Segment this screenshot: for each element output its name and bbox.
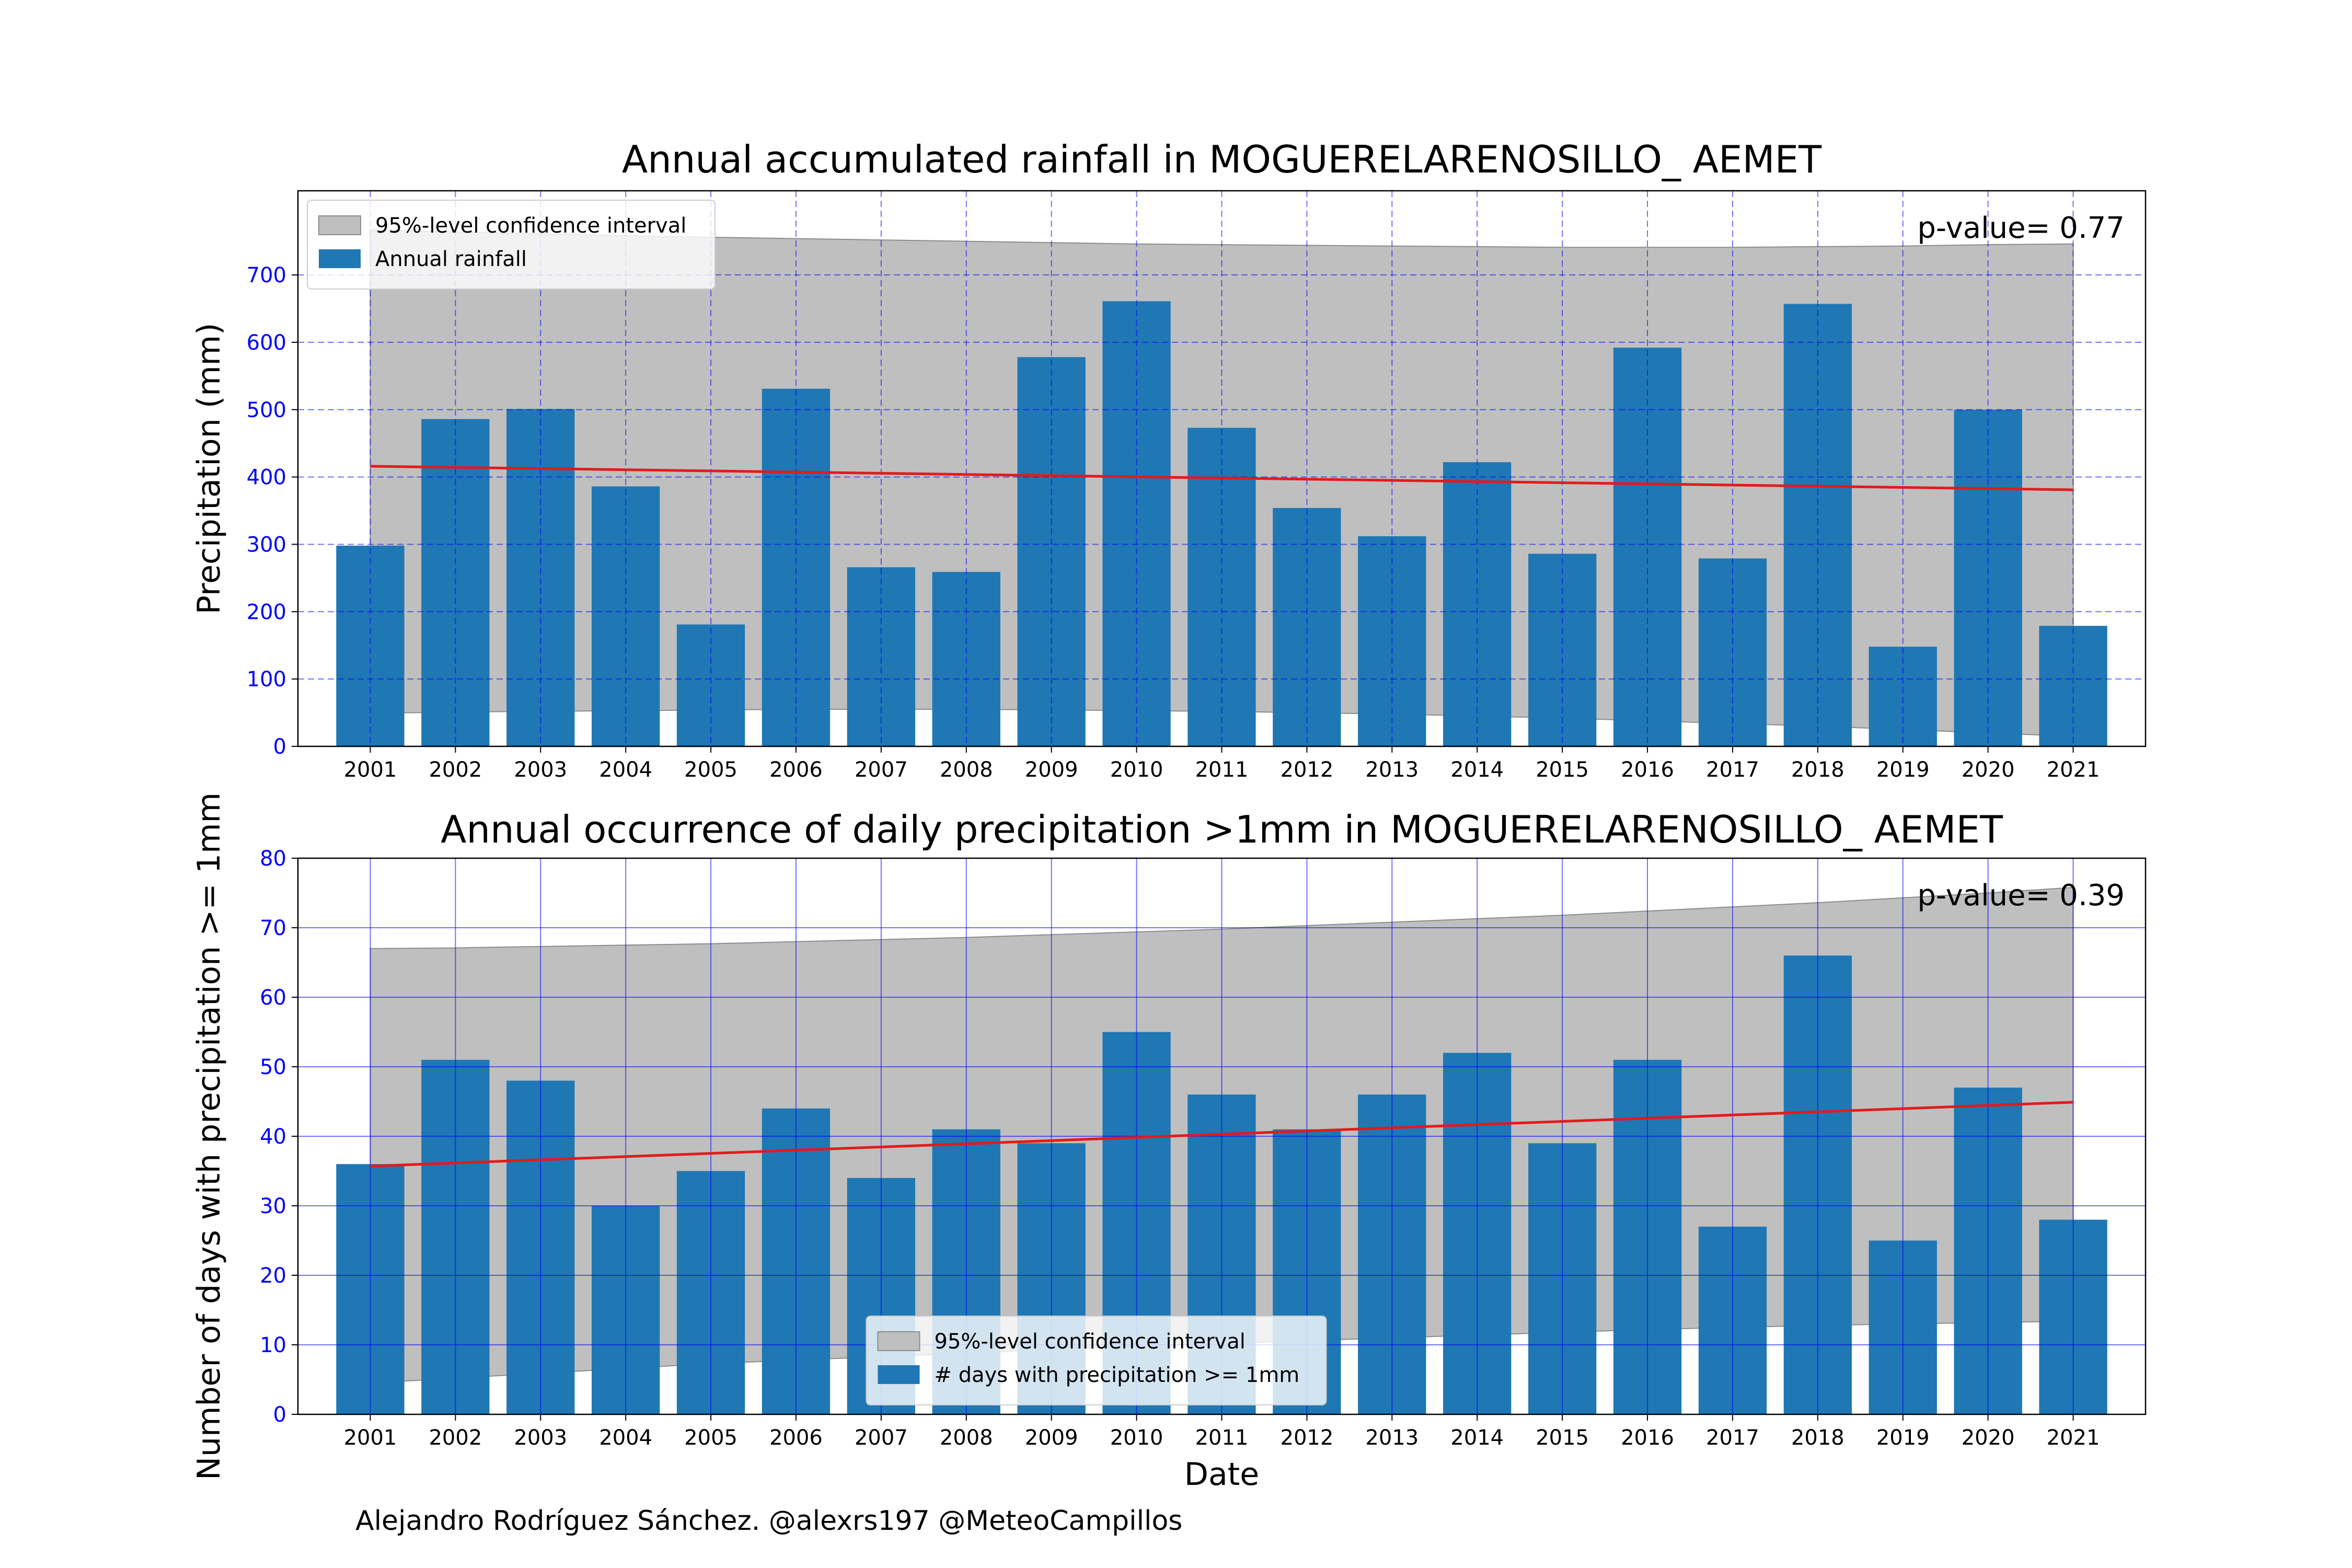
x-tick-label: 2015 (1536, 758, 1589, 782)
y-tick-label: 60 (260, 986, 286, 1010)
x-tick-label: 2009 (1025, 758, 1078, 782)
trend-line (370, 465, 2073, 491)
legend-swatch-ci (877, 1331, 920, 1351)
chart-title: Annual occurrence of daily precipitation… (441, 808, 2003, 851)
x-tick-label: 2002 (429, 1426, 482, 1450)
y-tick-label: 700 (247, 263, 286, 287)
x-tick-label: 2018 (1791, 758, 1844, 782)
x-tick-label: 2005 (684, 758, 737, 782)
y-tick-label: 40 (260, 1125, 286, 1149)
x-tick-label: 2017 (1706, 1426, 1759, 1450)
y-tick-label: 0 (273, 735, 286, 759)
legend-label-ci: 95%-level confidence interval (935, 1330, 1246, 1354)
legend-box (866, 1316, 1327, 1405)
x-tick-label: 2012 (1281, 758, 1334, 782)
legend: 95%-level confidence interval Annual rain… (307, 200, 716, 290)
x-tick-label: 2021 (2047, 758, 2100, 782)
x-tick-label: 2003 (514, 758, 567, 782)
p-value-annotation: p-value= 0.39 (1917, 879, 2125, 913)
y-tick-label: 100 (247, 667, 286, 691)
y-tick-label: 20 (260, 1264, 286, 1288)
legend: 95%-level confidence interval # days with… (866, 1316, 1327, 1405)
y-axis-label: Precipitation (mm) (191, 323, 227, 615)
y-tick-label: 30 (260, 1194, 286, 1218)
x-tick-label: 2019 (1876, 1426, 1930, 1450)
x-tick-label: 2016 (1621, 758, 1674, 782)
x-tick-label: 2010 (1110, 1426, 1163, 1450)
x-tick-label: 2018 (1791, 1426, 1844, 1450)
x-tick-label: 2005 (684, 1426, 737, 1450)
y-tick-label: 600 (247, 331, 286, 355)
x-tick-label: 2004 (599, 758, 652, 782)
x-tick-label: 2003 (514, 1426, 567, 1450)
chart-2: 0 10 20 30 40 50 60 70 80 2001 2002 2003 2004 2005 200… (191, 792, 2147, 1493)
y-tick-label: 400 (247, 466, 286, 490)
legend-swatch-bars (878, 1365, 920, 1384)
y-tick-label: 70 (260, 916, 286, 940)
bar-2001 (336, 546, 405, 746)
y-axis-label: Number of days with precipitation >= 1mm (191, 792, 227, 1480)
x-tick-label: 2016 (1621, 1426, 1674, 1450)
legend-label-ci: 95%-level confidence interval (375, 214, 686, 238)
x-tick-label: 2012 (1281, 1426, 1334, 1450)
chart-1: 0 100 200 300 400 500 600 700 2001 2002 2003 2004 20… (191, 137, 2147, 782)
x-tick-label: 2013 (1365, 1426, 1419, 1450)
x-tick-label: 2002 (429, 758, 482, 782)
x-tick-label: 2015 (1536, 1426, 1589, 1450)
x-tick-label: 2001 (344, 758, 397, 782)
x-tick-label: 2011 (1195, 1426, 1249, 1450)
bar-2005 (676, 624, 745, 746)
x-tick-label: 2021 (2047, 1426, 2100, 1450)
y-tick-label: 0 (273, 1403, 286, 1427)
x-tick-label: 2010 (1110, 758, 1163, 782)
trend-line (370, 1101, 2073, 1168)
x-tick-label: 2007 (855, 758, 908, 782)
x-tick-label: 2009 (1025, 1426, 1078, 1450)
x-tick-label: 2019 (1876, 758, 1930, 782)
y-tick-label: 500 (247, 398, 286, 422)
y-tick-label: 50 (260, 1055, 286, 1079)
x-tick-label: 2004 (599, 1426, 652, 1450)
credit-text: Alejandro Rodríguez Sánchez. @alexrs197 … (355, 1505, 1183, 1537)
chart-title: Annual accumulated rainfall in MOGUERELA… (622, 137, 1822, 181)
bar-2021 (2039, 626, 2107, 746)
bar-2016 (1613, 348, 1682, 746)
y-tick-label: 300 (247, 533, 286, 557)
x-tick-label: 2006 (769, 758, 823, 782)
legend-swatch-ci (318, 215, 361, 235)
x-tick-label: 2013 (1365, 758, 1419, 782)
y-tick-label: 200 (247, 600, 286, 624)
legend-label-bars: # days with precipitation >= 1mm (935, 1363, 1300, 1387)
x-axis-label: Date (1184, 1456, 1259, 1493)
x-tick-label: 2011 (1195, 758, 1249, 782)
legend-swatch-bars (319, 249, 361, 268)
x-tick-label: 2008 (940, 758, 993, 782)
x-tick-label: 2020 (1962, 1426, 2015, 1450)
x-tick-label: 2014 (1450, 1426, 1504, 1450)
p-value-annotation: p-value= 0.77 (1917, 211, 2125, 245)
y-tick-label: 10 (260, 1333, 286, 1357)
x-tick-label: 2008 (940, 1426, 993, 1450)
x-tick-label: 2014 (1450, 758, 1504, 782)
bar-2007 (847, 567, 915, 746)
legend-box (307, 200, 716, 290)
x-tick-label: 2001 (344, 1426, 397, 1450)
legend-label-bars: Annual rainfall (375, 247, 527, 271)
x-tick-label: 2007 (855, 1426, 908, 1450)
bar-2006 (762, 388, 831, 746)
bar-2012 (1273, 508, 1341, 746)
y-tick-label: 80 (260, 847, 286, 871)
x-tick-label: 2006 (769, 1426, 823, 1450)
x-tick-label: 2017 (1706, 758, 1759, 782)
x-tick-label: 2020 (1962, 758, 2015, 782)
